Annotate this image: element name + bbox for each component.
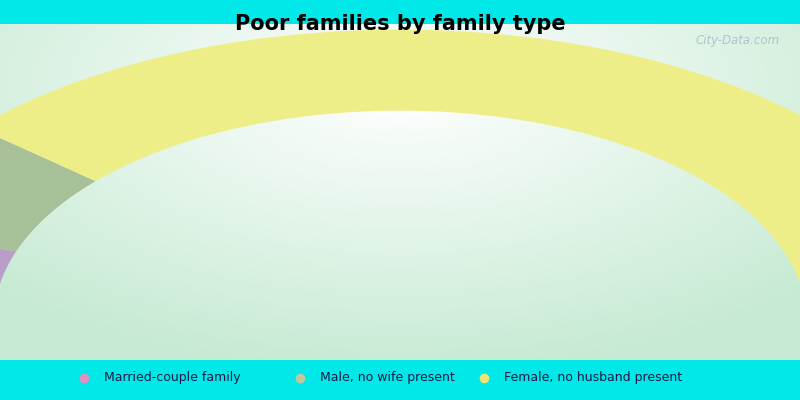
- Wedge shape: [0, 225, 16, 319]
- Text: Male, no wife present: Male, no wife present: [320, 372, 454, 384]
- Wedge shape: [0, 30, 800, 319]
- Text: Poor families by family type: Poor families by family type: [234, 14, 566, 34]
- Text: City-Data.com: City-Data.com: [696, 34, 780, 47]
- Wedge shape: [0, 128, 95, 252]
- Text: Married-couple family: Married-couple family: [104, 372, 241, 384]
- Text: Female, no husband present: Female, no husband present: [504, 372, 682, 384]
